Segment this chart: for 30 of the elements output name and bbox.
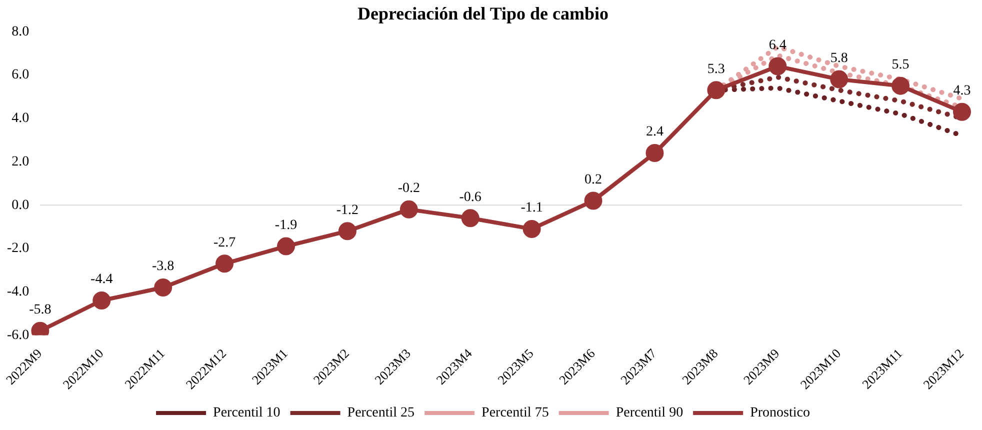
y-tick-label: -2.0 — [6, 241, 30, 256]
data-label: -2.7 — [213, 235, 236, 250]
data-label: 6.4 — [768, 38, 786, 53]
y-tick-label: 4.0 — [12, 111, 30, 126]
y-tick-label: 0.0 — [12, 198, 30, 213]
data-label: 5.8 — [830, 50, 848, 66]
data-label: -0.6 — [459, 190, 482, 205]
data-label: 5.3 — [707, 62, 725, 77]
y-tick-label: 8.0 — [12, 24, 30, 40]
data-label: 4.3 — [953, 84, 971, 99]
legend-label: Percentil 90 — [616, 406, 684, 421]
data-label: 5.5 — [892, 57, 910, 72]
y-tick-label: 2.0 — [12, 154, 30, 170]
data-label: 2.4 — [646, 124, 664, 140]
legend-label: Percentil 10 — [213, 406, 280, 421]
legend-label: Percentil 25 — [347, 406, 415, 421]
data-label: -1.2 — [336, 202, 359, 218]
legend-label: Pronostico — [750, 406, 810, 421]
data-label: -1.1 — [520, 200, 543, 216]
data-label: -0.2 — [398, 181, 420, 196]
data-label: -4.4 — [90, 272, 113, 288]
y-tick-label: -4.0 — [6, 284, 30, 300]
data-label: 0.2 — [584, 172, 602, 188]
y-tick-label: -6.0 — [6, 328, 30, 343]
data-label: -1.9 — [274, 218, 298, 233]
data-label: -3.8 — [152, 259, 174, 274]
chart-title: Depreciación del Tipo de cambio — [357, 3, 609, 24]
y-tick-label: 6.0 — [12, 68, 30, 83]
legend-label: Percentil 75 — [482, 406, 549, 421]
data-label: -5.8 — [29, 302, 52, 318]
